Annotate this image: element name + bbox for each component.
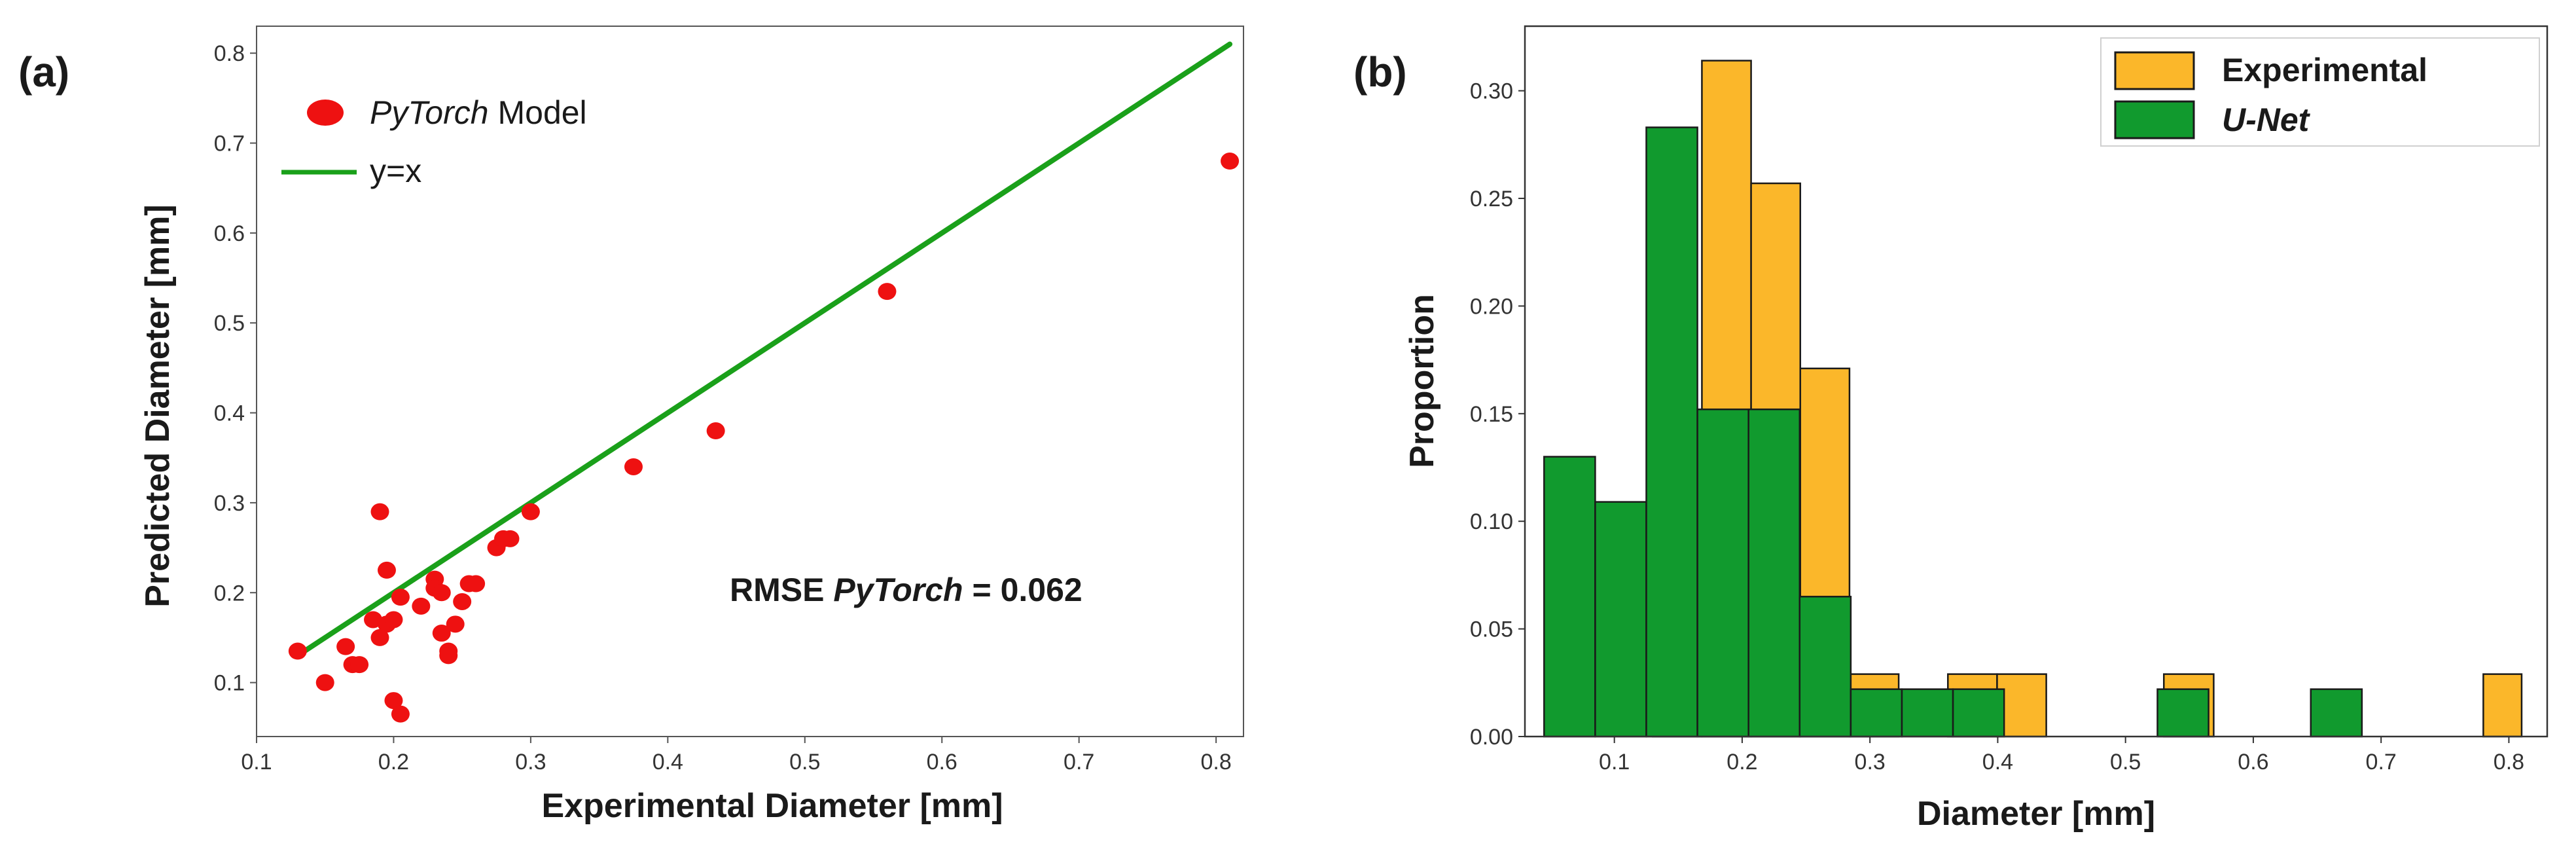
panel-a-label: (a) [18, 48, 69, 96]
y-axis-label-b: Proportion [1403, 294, 1441, 468]
y-tick-label-a: 0.2 [214, 581, 245, 606]
scatter-point [521, 503, 540, 520]
x-tick-label-a: 0.1 [241, 750, 272, 775]
histogram-bar-unet [1543, 456, 1596, 738]
x-tick-label-a: 0.4 [653, 750, 683, 775]
legend-b-unet-swatch [2114, 100, 2195, 139]
scatter-point [350, 656, 369, 674]
rmse-annotation: RMSE PyTorch = 0.062 [730, 572, 1082, 608]
scatter-point [501, 530, 520, 547]
x-tick-label-b: 0.5 [2110, 750, 2141, 775]
y-tick-label-a: 0.3 [214, 491, 245, 516]
legend-b-experimental-swatch [2114, 51, 2195, 90]
histogram-bar-unet [1850, 688, 1903, 738]
y-tick-label-a: 0.5 [214, 311, 245, 336]
y-tick-label-a: 0.6 [214, 221, 245, 246]
y-tick-label-a: 0.8 [214, 41, 245, 66]
y-tick-label-a: 0.7 [214, 132, 245, 156]
scatter-point [432, 625, 451, 642]
scatter-point [439, 647, 458, 665]
x-tick-label-a: 0.7 [1064, 750, 1094, 775]
histogram-bar-unet [1952, 688, 2005, 738]
x-tick-label-a: 0.8 [1200, 750, 1231, 775]
scatter-point [377, 561, 396, 579]
y-tick-label-b: 0.10 [1470, 509, 1513, 534]
histogram-bar-experimental [2482, 673, 2523, 738]
x-tick-label-a: 0.3 [515, 750, 546, 775]
y-tick-label-b: 0.25 [1470, 187, 1513, 211]
scatter-point [336, 638, 355, 655]
y-tick-label-b: 0.30 [1470, 79, 1513, 104]
x-axis-label-a: Experimental Diameter [mm] [541, 787, 1003, 825]
scatter-point [384, 692, 403, 710]
y-tick-label-b: 0.00 [1470, 725, 1513, 750]
legend-a-pytorch-rest: Model [497, 94, 586, 131]
y-tick-label-b: 0.05 [1470, 617, 1513, 642]
panel-b: (b) 0.00 0.05 0.10 0.15 0.20 0.25 0.30 0.1 0.2 0… [1353, 25, 2549, 833]
legend-a-pytorch-italic: PyTorch [370, 94, 489, 131]
scatter-point [878, 283, 897, 301]
histogram-bar-unet [2310, 688, 2363, 738]
scatter-point [1221, 153, 1240, 170]
legend-b: Experimental U-Net [2100, 37, 2540, 147]
x-tick-label-a: 0.2 [378, 750, 409, 775]
scatter-point [432, 584, 451, 602]
histogram-bar-unet [2156, 688, 2209, 738]
scatter-point [384, 611, 403, 629]
histogram-bar-unet [1696, 408, 1749, 738]
scatter-point [624, 458, 643, 475]
panel-b-label: (b) [1353, 48, 1407, 96]
legend-a: PyTorch Model y=x [281, 94, 587, 189]
legend-b-experimental-label: Experimental [2222, 52, 2427, 88]
y-tick-label-b: 0.15 [1470, 402, 1513, 427]
scatter-point [288, 642, 307, 660]
y-tick-label-a: 0.1 [214, 671, 245, 696]
y-tick-label-b: 0.20 [1470, 294, 1513, 319]
legend-b-unet-label: U-Net [2222, 101, 2311, 138]
x-tick-label-a: 0.6 [927, 750, 957, 775]
scatter-point [315, 674, 334, 691]
histogram-bar-unet [1594, 501, 1647, 738]
x-tick-label-b: 0.2 [1726, 750, 1757, 775]
scatter-point [453, 593, 472, 610]
y-axis-label-a: Predicted Diameter [mm] [139, 204, 177, 608]
identity-line [295, 41, 1233, 659]
histogram-bar-unet [1798, 596, 1852, 738]
scatter-point [467, 575, 486, 593]
histogram-bar-unet [1645, 126, 1698, 738]
scatter-point [391, 589, 410, 606]
panel-a: (a) 0.1 0.2 0.3 0.4 0.5 0.6 0.7 0.8 0.1 0.2 0.3 0.… [18, 26, 1244, 825]
histogram-bar-unet [1747, 408, 1801, 738]
scatter-point [412, 597, 431, 615]
legend-a-yx-label: y=x [370, 153, 421, 189]
scatter-point [370, 503, 389, 520]
scatter-point [391, 705, 410, 723]
x-axis-label-b: Diameter [mm] [1917, 795, 2155, 833]
x-tick-label-b: 0.6 [2238, 750, 2268, 775]
legend-a-pytorch-label: PyTorch Model [370, 94, 587, 131]
y-tick-label-a: 0.4 [214, 401, 245, 426]
x-tick-label-b: 0.1 [1599, 750, 1630, 775]
x-tick-label-b: 0.4 [1982, 750, 2013, 775]
x-tick-label-b: 0.7 [2366, 750, 2397, 775]
x-tick-label-b: 0.8 [2494, 750, 2524, 775]
x-tick-label-a: 0.5 [789, 750, 820, 775]
scatter-point [446, 615, 465, 633]
histogram-bar-unet [1901, 688, 1954, 738]
legend-a-dot-marker [307, 100, 344, 126]
scatter-point [370, 629, 389, 646]
x-tick-label-b: 0.3 [1855, 750, 1886, 775]
plot-b-frame [1524, 25, 2549, 738]
scatter-point [706, 422, 725, 440]
